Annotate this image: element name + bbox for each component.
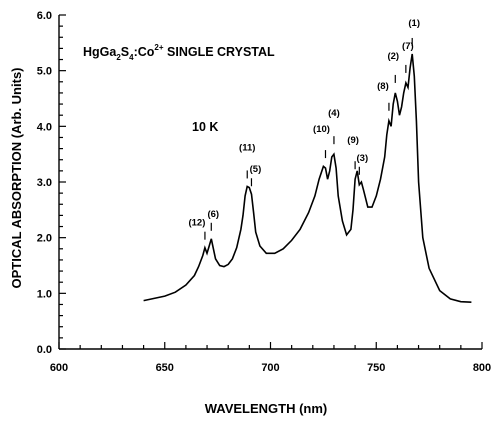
y-tick-label: 5.0 <box>37 66 52 78</box>
peak-label: (9) <box>347 135 359 146</box>
x-tick-label: 800 <box>473 362 491 374</box>
x-tick-label: 650 <box>156 362 174 374</box>
peak-markers: (12)(6) (11) (5) (10) (4) (9) (3) (8) (2)(7) (1) <box>188 18 420 240</box>
peak-label: (3) <box>357 153 369 164</box>
x-axis-title: WAVELENGTH (nm) <box>205 401 328 416</box>
sample-label: HgGa2S4:Co2+ SINGLE CRYSTAL <box>83 43 275 62</box>
y-tick-label: 0.0 <box>37 344 52 356</box>
peak-label: (8) <box>377 81 389 92</box>
peak-label: (11) <box>239 142 255 153</box>
y-tick-label: 1.0 <box>37 288 52 300</box>
y-tick-label: 6.0 <box>37 10 52 22</box>
x-tick-label: 750 <box>367 362 385 374</box>
y-axis-title: OPTICAL ABSORPTION (Arb. Units) <box>9 68 24 289</box>
peak-label: (2) <box>387 51 399 62</box>
peak-label: (10) <box>313 124 330 135</box>
peak-label: (1) <box>408 18 420 29</box>
x-tick-label: 700 <box>261 362 279 374</box>
absorption-curve <box>143 53 472 303</box>
peak-label: (7) <box>402 41 414 52</box>
x-tick-label: 600 <box>50 362 68 374</box>
y-tick-label: 3.0 <box>37 177 52 189</box>
y-tick-label: 2.0 <box>37 233 52 245</box>
y-tick-label: 4.0 <box>37 121 52 133</box>
peak-label: (5) <box>250 164 262 175</box>
peak-label: (4) <box>328 108 340 119</box>
temperature-label: 10 K <box>192 120 218 134</box>
y-axis-ticks: 0.0 1.0 2.0 3.0 4.0 5.0 6.0 <box>37 10 66 356</box>
peak-label: (6) <box>207 209 219 220</box>
peak-label: (12) <box>188 218 205 229</box>
x-axis-ticks: 600 650 700 750 800 <box>50 342 491 374</box>
